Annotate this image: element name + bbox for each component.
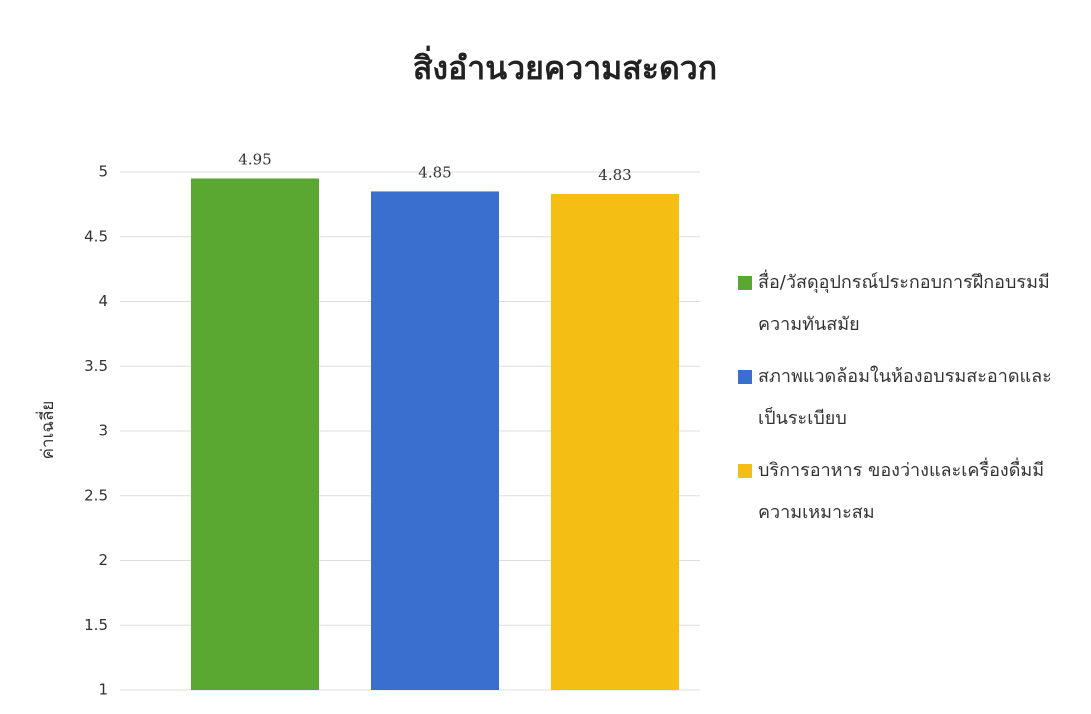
y-tick-label: 5 — [98, 163, 108, 181]
bar — [551, 194, 679, 690]
legend-label: สื่อ/วัสดุอุปกรณ์ประกอบการฝึกอบรมมีความท… — [758, 272, 1050, 335]
value-label: 4.85 — [418, 163, 451, 181]
y-tick-label: 4.5 — [84, 227, 108, 245]
legend-item: สภาพแวดล้อมในห้องอบรมสะอาดและเป็นระเบียบ — [738, 356, 1078, 440]
bar — [371, 191, 499, 691]
y-axis-label: ค่าเฉลี่ย — [35, 401, 58, 460]
y-tick-label: 3.5 — [84, 357, 108, 375]
y-tick-label: 1 — [98, 681, 108, 699]
legend-label: สภาพแวดล้อมในห้องอบรมสะอาดและเป็นระเบียบ — [758, 366, 1052, 429]
y-tick-label: 4 — [98, 292, 108, 310]
chart-title: สิ่งอำนวยความสะดวก — [413, 45, 717, 87]
legend-item: บริการอาหาร ของว่างและเครื่องดื่มมีความเ… — [738, 450, 1078, 534]
legend-item: สื่อ/วัสดุอุปกรณ์ประกอบการฝึกอบรมมีความท… — [738, 262, 1078, 346]
legend-label: บริการอาหาร ของว่างและเครื่องดื่มมีความเ… — [758, 460, 1045, 523]
y-tick-label: 2.5 — [84, 486, 108, 504]
legend-swatch — [738, 464, 752, 478]
y-tick-label: 3 — [98, 422, 108, 440]
y-tick-label: 2 — [98, 551, 108, 569]
value-label: 4.95 — [238, 150, 271, 168]
y-tick-label: 1.5 — [84, 616, 108, 634]
legend: สื่อ/วัสดุอุปกรณ์ประกอบการฝึกอบรมมีความท… — [738, 262, 1078, 544]
legend-swatch — [738, 276, 752, 290]
bar — [191, 178, 319, 690]
value-label: 4.83 — [598, 166, 631, 184]
legend-swatch — [738, 370, 752, 384]
